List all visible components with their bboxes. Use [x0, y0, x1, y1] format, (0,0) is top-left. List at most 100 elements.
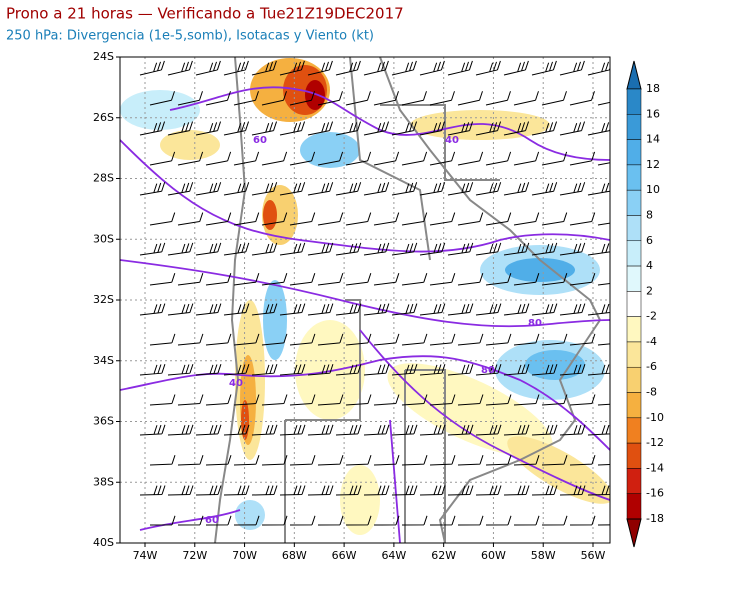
barb — [251, 364, 278, 376]
barb — [401, 455, 428, 466]
barb — [363, 424, 390, 436]
lat-label: 32S — [93, 293, 114, 306]
barb — [139, 424, 166, 436]
barb — [373, 91, 399, 106]
barb — [597, 162, 610, 166]
colorbar-label: -8 — [646, 386, 657, 399]
wind-barbs — [139, 60, 610, 526]
barb — [559, 182, 586, 196]
barb — [149, 394, 176, 406]
colorbar-swatch — [626, 215, 642, 242]
barb — [205, 91, 231, 106]
barb — [345, 333, 372, 346]
barb — [531, 485, 558, 496]
colorbar-label: -10 — [646, 411, 664, 424]
colorbar-swatch — [626, 442, 642, 469]
barb — [559, 303, 586, 316]
lon-label: 68W — [282, 549, 307, 562]
barb — [447, 364, 474, 376]
barb — [587, 303, 610, 316]
barb — [391, 60, 417, 76]
colorbar-label: -14 — [646, 461, 664, 474]
barb — [307, 485, 334, 496]
barb — [251, 182, 278, 196]
barb — [531, 303, 558, 316]
barb — [401, 394, 428, 406]
barb — [401, 273, 428, 286]
barb — [513, 394, 540, 406]
barb — [167, 485, 194, 496]
barb — [167, 242, 194, 256]
barb — [541, 273, 568, 286]
barb — [597, 222, 610, 226]
barb — [363, 485, 390, 496]
barb — [139, 182, 166, 196]
contour-label: 80 — [528, 318, 542, 329]
barb — [261, 333, 288, 346]
lon-label: 62W — [431, 549, 456, 562]
barb — [587, 364, 610, 376]
barb — [279, 182, 306, 196]
barb — [233, 515, 260, 526]
barb — [345, 273, 372, 286]
barb — [317, 394, 344, 406]
lon-label: 64W — [381, 549, 406, 562]
barb — [149, 91, 175, 106]
lon-label: 72W — [182, 549, 207, 562]
barb — [503, 182, 530, 196]
barb — [233, 394, 260, 406]
lat-label: 26S — [93, 111, 114, 124]
barb — [597, 403, 610, 406]
barb — [541, 333, 568, 346]
colorbar-label: 12 — [646, 158, 660, 171]
barb — [251, 121, 278, 136]
barb — [345, 212, 372, 226]
barb — [279, 121, 306, 136]
barb — [569, 91, 595, 106]
barb — [391, 242, 418, 256]
barb — [177, 515, 204, 526]
barb — [167, 60, 193, 76]
contour-label: 60 — [253, 135, 267, 146]
barb — [373, 394, 400, 406]
barb — [457, 91, 483, 106]
barb — [475, 121, 502, 136]
colorbar-label: 18 — [646, 82, 660, 95]
barb — [345, 151, 372, 166]
barb — [597, 343, 610, 346]
barb — [485, 333, 512, 346]
barb — [233, 212, 260, 226]
barb — [391, 424, 418, 436]
barb — [177, 151, 204, 166]
barb — [205, 151, 232, 166]
barb — [401, 151, 428, 166]
barb — [167, 303, 194, 316]
barb — [233, 333, 260, 346]
contour-label: 80 — [481, 365, 495, 376]
barb — [279, 60, 305, 76]
barb — [597, 101, 610, 106]
barb — [457, 515, 484, 526]
barb — [317, 151, 344, 166]
barb — [223, 485, 250, 496]
colorbar-label: -2 — [646, 310, 657, 323]
colorbar-label: 14 — [646, 133, 660, 146]
barb — [475, 424, 502, 436]
barb — [307, 182, 334, 196]
barb — [195, 424, 222, 436]
barb — [503, 121, 530, 136]
barb — [251, 485, 278, 496]
colorbar-label: -12 — [646, 436, 664, 449]
barb — [251, 303, 278, 316]
barb — [447, 121, 474, 136]
colorbar-swatch — [626, 88, 642, 115]
barb — [139, 60, 165, 76]
barb — [475, 303, 502, 316]
barb — [307, 424, 334, 436]
lon-label: 66W — [332, 549, 357, 562]
barb — [429, 333, 456, 346]
colorbar-label: 4 — [646, 259, 653, 272]
barb — [457, 151, 484, 166]
subtitle: 250 hPa: Divergencia (1e-5,somb), Isotac… — [6, 29, 374, 44]
